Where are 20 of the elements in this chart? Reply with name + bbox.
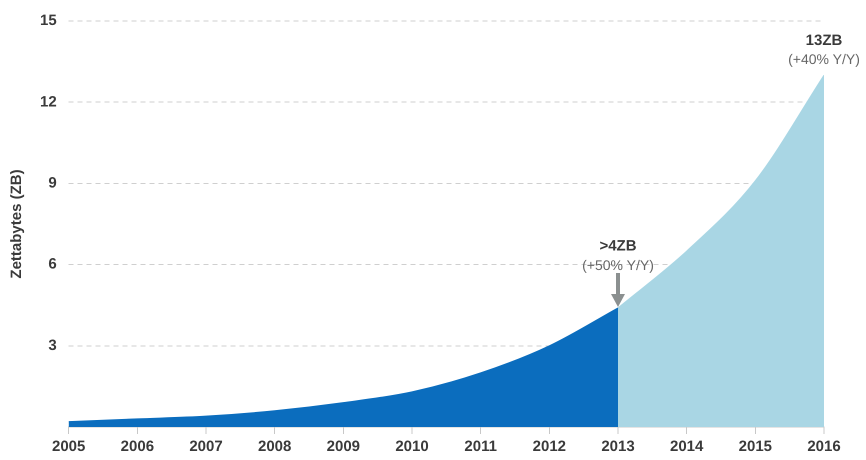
x-tick-label: 2010 — [395, 438, 429, 456]
y-tick-label: 12 — [40, 93, 57, 110]
x-tick-label: 2012 — [532, 438, 566, 456]
x-tick-label: 2008 — [258, 438, 292, 456]
x-tick-label: 2014 — [670, 438, 704, 456]
x-tick-label: 2009 — [326, 438, 360, 456]
x-tick-label: 2016 — [807, 438, 841, 456]
annotation: >4ZB (+50% Y/Y) — [582, 238, 654, 273]
annotation: 13ZB (+40% Y/Y) — [788, 32, 860, 67]
x-tick-label: 2013 — [601, 438, 635, 456]
y-tick-label: 6 — [48, 256, 57, 273]
x-tick-label: 2007 — [189, 438, 223, 456]
y-tick-label: 15 — [40, 12, 57, 30]
x-tick-label: 2011 — [464, 438, 497, 456]
y-tick-label: 3 — [48, 336, 57, 354]
x-tick-label: 2015 — [738, 438, 772, 456]
y-axis-title: Zettabytes (ZB) — [8, 169, 26, 279]
x-tick-label: 2006 — [120, 438, 154, 456]
y-tick-label: 9 — [48, 174, 57, 192]
x-tick-label: 2005 — [52, 438, 86, 456]
